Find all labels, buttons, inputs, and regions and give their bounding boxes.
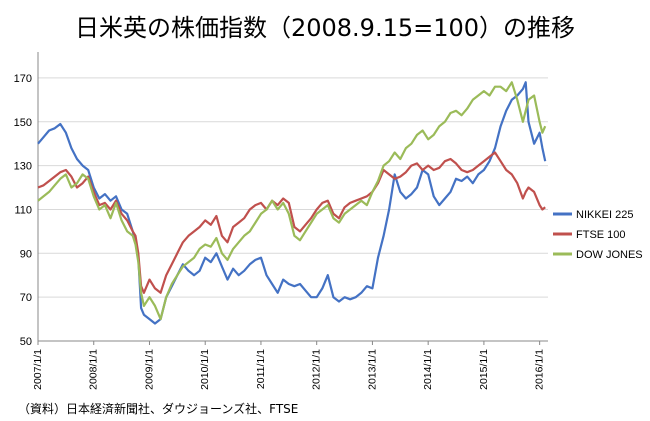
y-tick-label: 130 xyxy=(14,161,32,173)
y-tick-label: 150 xyxy=(14,117,32,129)
x-tick-label: 2009/1/1 xyxy=(143,349,155,390)
x-tick-label: 2007/1/1 xyxy=(32,349,44,390)
y-tick-label: 110 xyxy=(14,204,32,216)
y-tick-label: 70 xyxy=(20,292,32,304)
source-note: （資料）日本経済新聞社、ダウジョーンズ社、FTSE xyxy=(18,401,298,416)
y-tick-label: 50 xyxy=(20,336,32,348)
legend-label: DOW JONES xyxy=(576,249,643,261)
x-tick-label: 2013/1/1 xyxy=(366,349,378,390)
x-tick-label: 2015/1/1 xyxy=(478,349,490,390)
series-line-ftse-100 xyxy=(37,151,546,294)
series-line-dow-jones xyxy=(37,81,547,321)
y-tick-label: 90 xyxy=(20,248,32,260)
legend: NIKKEI 225 FTSE 100 DOW JONES xyxy=(553,209,643,261)
x-tick-label: 2011/1/1 xyxy=(255,349,267,389)
x-tick-label: 2012/1/1 xyxy=(311,349,323,390)
y-tick-label: 170 xyxy=(14,73,32,85)
legend-label: FTSE 100 xyxy=(576,229,626,241)
series-line-nikkei-225 xyxy=(37,81,547,325)
series-group xyxy=(37,81,547,325)
x-axis: 2007/1/1 2008/1/1 2009/1/1 2010/1/1 2011/1/1… xyxy=(32,340,548,390)
x-tick-label: 2010/1/1 xyxy=(199,349,211,390)
x-tick-label: 2008/1/1 xyxy=(88,349,100,390)
chart-title: 日米英の株価指数（2008.9.15=100）の推移 xyxy=(75,14,575,42)
x-tick-label: 2016/1/1 xyxy=(534,349,546,390)
y-axis: 50 70 90 110 130 150 170 xyxy=(14,52,39,348)
x-tick-label: 2014/1/1 xyxy=(422,349,434,390)
legend-label: NIKKEI 225 xyxy=(576,209,633,221)
